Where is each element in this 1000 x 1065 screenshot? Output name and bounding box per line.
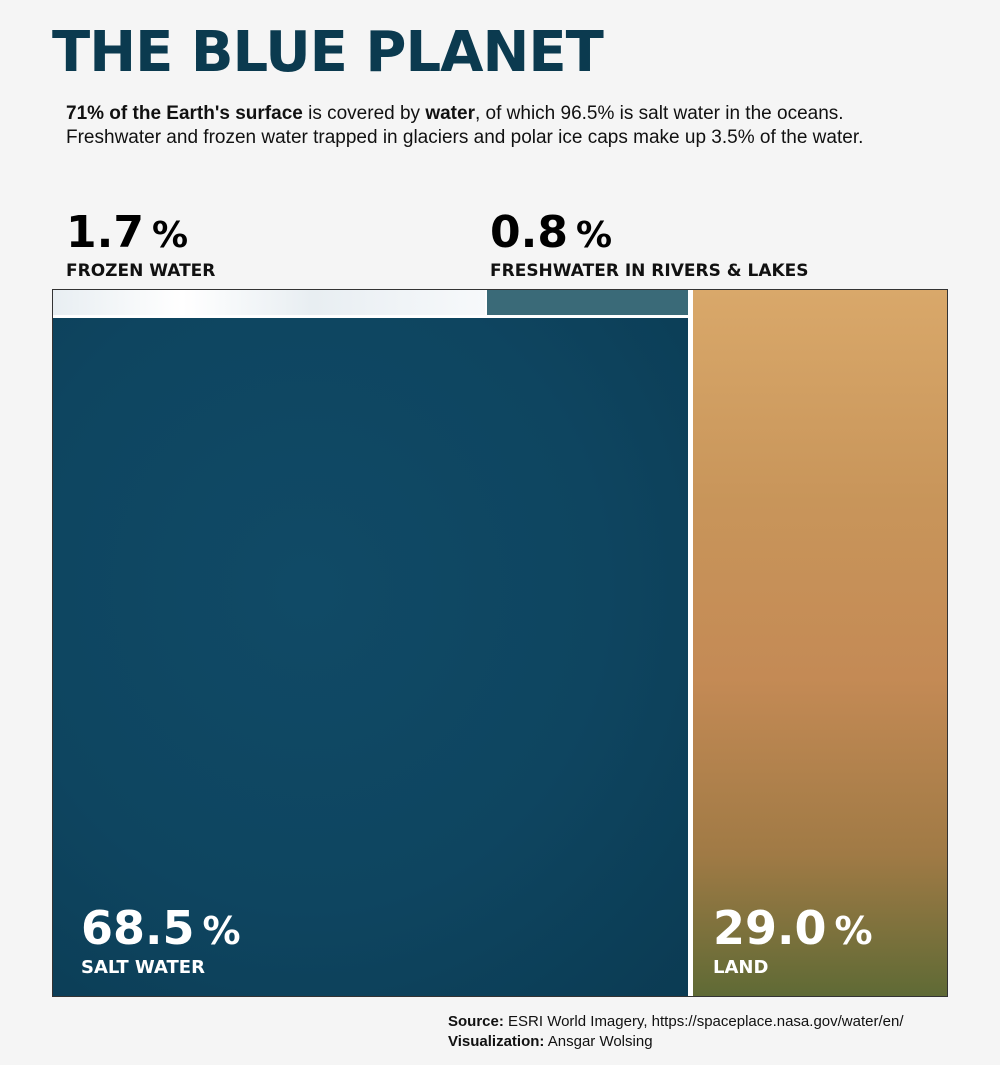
tile-frozen-water — [53, 290, 485, 315]
land-category: LAND — [713, 957, 769, 978]
tile-salt-water — [53, 318, 688, 996]
label-frozen-water: 1.7% FROZEN WATER — [66, 210, 216, 282]
land-percent: 29.0% — [713, 904, 873, 955]
label-land: 29.0% LAND — [713, 904, 873, 978]
tile-freshwater — [487, 290, 688, 315]
page-title: THE BLUE PLANET — [52, 20, 604, 85]
visualization-label: Visualization: — [448, 1033, 545, 1050]
land-value: 29.0 — [713, 901, 827, 955]
intro-bold-water: water — [425, 103, 475, 124]
intro-bold-surface: 71% of the Earth's surface — [66, 103, 303, 124]
source-credits: Source: ESRI World Imagery, https://spac… — [448, 1012, 904, 1052]
frozen-water-unit: % — [151, 215, 189, 256]
land-unit: % — [834, 909, 873, 953]
intro-text-1: is covered by — [302, 103, 426, 124]
salt-water-category: SALT WATER — [81, 957, 205, 978]
salt-water-value: 68.5 — [81, 901, 195, 955]
source-label: Source: — [448, 1013, 504, 1030]
salt-water-percent: 68.5% — [81, 904, 241, 955]
frozen-water-category: FROZEN WATER — [66, 261, 216, 281]
freshwater-category: FRESHWATER IN RIVERS & LAKES — [490, 261, 809, 281]
source-line: Source: ESRI World Imagery, https://spac… — [448, 1012, 904, 1032]
freshwater-unit: % — [575, 215, 613, 256]
frozen-water-value: 1.7 — [66, 207, 144, 258]
frozen-water-percent: 1.7% — [66, 210, 215, 259]
source-text: ESRI World Imagery, https://spaceplace.n… — [503, 1013, 904, 1030]
label-salt-water: 68.5% SALT WATER — [81, 904, 241, 978]
treemap-chart: 68.5% SALT WATER 29.0% LAND — [52, 289, 948, 997]
salt-water-unit: % — [202, 909, 241, 953]
intro-text: 71% of the Earth's surface is covered by… — [66, 102, 926, 150]
tile-land — [693, 290, 947, 996]
freshwater-value: 0.8 — [490, 207, 568, 258]
intro-text-2: , of which 96.5% is salt water in the oc… — [66, 103, 864, 148]
freshwater-percent: 0.8% — [490, 210, 809, 259]
label-freshwater: 0.8% FRESHWATER IN RIVERS & LAKES — [490, 210, 809, 282]
visualization-text: Ansgar Wolsing — [544, 1033, 653, 1050]
visualization-line: Visualization: Ansgar Wolsing — [448, 1032, 904, 1052]
